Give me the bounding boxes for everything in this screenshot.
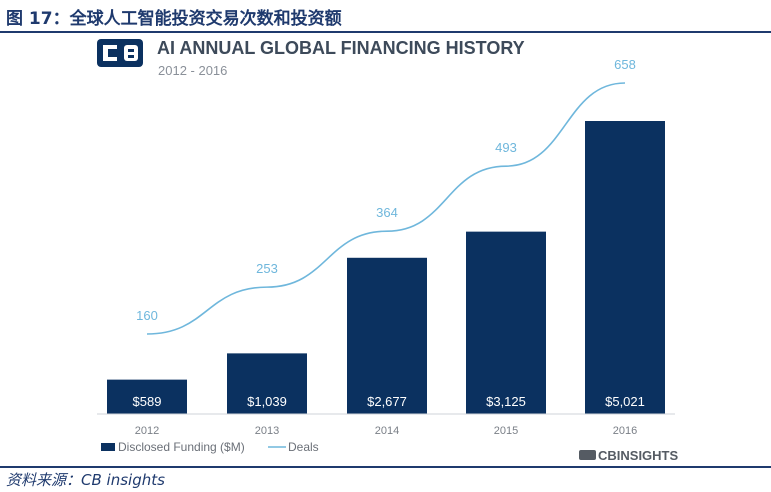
x-tick-label-2016: 2016: [613, 425, 637, 437]
legend: Disclosed Funding ($M) Deals: [101, 440, 319, 454]
brand-label: CBINSIGHTS: [598, 448, 679, 463]
chart-subtitle: 2012 - 2016: [158, 63, 227, 78]
cbinsights-logo-icon: [579, 450, 596, 460]
bar-2012: [107, 379, 187, 414]
bar-value-label-2014: $2,677: [367, 394, 407, 409]
bar-2013: [227, 353, 307, 414]
legend-funding-swatch: [101, 443, 115, 451]
x-tick-label-2012: 2012: [135, 425, 159, 437]
legend-deals-label: Deals: [288, 440, 319, 454]
bar-value-label-2012: $589: [133, 394, 162, 409]
x-tick-label-2014: 2014: [375, 425, 399, 437]
bottom-rule: [0, 466, 771, 468]
bar-2015: [466, 231, 546, 414]
figure-title: 图 17：全球人工智能投资交易次数和投资额: [6, 9, 342, 29]
bar-value-label-2013: $1,039: [247, 394, 287, 409]
deals-value-label-2013: 253: [256, 261, 278, 276]
cbinsights-brand: CBINSIGHTS: [579, 448, 679, 463]
deals-value-label-2012: 160: [136, 308, 158, 323]
bar-value-label-2016: $5,021: [605, 394, 645, 409]
bar-2016: [585, 121, 665, 414]
top-rule: [0, 31, 771, 33]
x-tick-label-2015: 2015: [494, 425, 518, 437]
x-tick-label-2013: 2013: [255, 425, 279, 437]
financing-chart: AI ANNUAL GLOBAL FINANCING HISTORY 2012 …: [97, 38, 679, 463]
cb-logo-icon: [97, 39, 143, 67]
bar-2014: [347, 257, 427, 414]
legend-funding-label: Disclosed Funding ($M): [118, 440, 245, 454]
bar-value-label-2015: $3,125: [486, 394, 526, 409]
chart-title: AI ANNUAL GLOBAL FINANCING HISTORY: [157, 38, 525, 58]
deals-value-label-2016: 658: [614, 57, 636, 72]
deals-value-label-2015: 493: [495, 140, 517, 155]
deals-line: [146, 82, 626, 335]
deals-value-label-2014: 364: [376, 205, 398, 220]
source-note: 资料来源：CB insights: [6, 471, 165, 489]
